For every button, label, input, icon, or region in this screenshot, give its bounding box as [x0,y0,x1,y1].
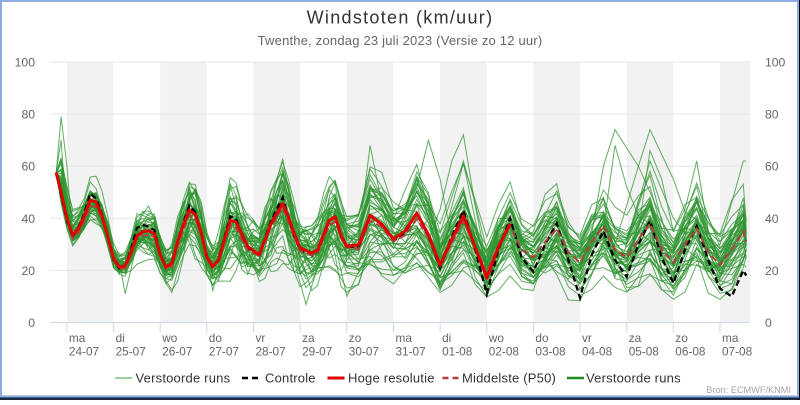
svg-text:do: do [209,331,223,345]
svg-text:28-07: 28-07 [256,345,286,359]
svg-text:wo: wo [161,331,178,345]
svg-text:24-07: 24-07 [69,345,99,359]
svg-text:vr: vr [256,331,266,345]
svg-text:Windstoten (km/uur): Windstoten (km/uur) [307,8,494,28]
svg-text:30-07: 30-07 [349,345,379,359]
svg-text:100: 100 [15,56,36,70]
svg-text:02-08: 02-08 [489,345,520,359]
svg-text:01-08: 01-08 [442,345,473,359]
svg-text:07-08: 07-08 [722,345,753,359]
svg-text:20: 20 [21,264,35,278]
svg-text:60: 60 [21,160,35,174]
svg-text:40: 40 [765,212,779,226]
svg-text:di: di [442,331,451,345]
svg-text:0: 0 [765,316,772,330]
svg-text:Bron: ECMWF/KNMI: Bron: ECMWF/KNMI [706,385,791,395]
svg-text:31-07: 31-07 [396,345,426,359]
svg-text:Middelste (P50): Middelste (P50) [462,371,556,386]
svg-text:Verstoorde runs: Verstoorde runs [136,371,231,386]
svg-text:ma: ma [69,331,86,345]
svg-text:04-08: 04-08 [582,345,613,359]
svg-text:di: di [116,331,125,345]
svg-text:25-07: 25-07 [116,345,146,359]
svg-text:Controle: Controle [265,371,316,386]
svg-text:Hoge resolutie: Hoge resolutie [348,371,435,386]
svg-text:wo: wo [488,331,505,345]
svg-text:26-07: 26-07 [162,345,192,359]
svg-text:ma: ma [396,331,413,345]
svg-text:do: do [535,331,549,345]
svg-text:80: 80 [765,108,779,122]
svg-text:vr: vr [582,331,592,345]
svg-text:zo: zo [349,331,362,345]
svg-text:Verstoorde runs: Verstoorde runs [586,371,681,386]
svg-text:60: 60 [765,160,779,174]
svg-text:27-07: 27-07 [209,345,239,359]
svg-text:ma: ma [722,331,739,345]
svg-text:80: 80 [21,108,35,122]
svg-text:Twenthe, zondag 23 juli 2023 (: Twenthe, zondag 23 juli 2023 (Versie zo … [258,33,543,48]
svg-text:06-08: 06-08 [675,345,706,359]
svg-text:40: 40 [21,212,35,226]
svg-text:100: 100 [765,56,786,70]
svg-text:za: za [302,331,315,345]
svg-text:29-07: 29-07 [302,345,332,359]
svg-text:03-08: 03-08 [535,345,566,359]
svg-text:0: 0 [28,316,35,330]
svg-text:05-08: 05-08 [629,345,660,359]
svg-text:za: za [629,331,642,345]
svg-text:zo: zo [675,331,688,345]
svg-text:20: 20 [765,264,779,278]
